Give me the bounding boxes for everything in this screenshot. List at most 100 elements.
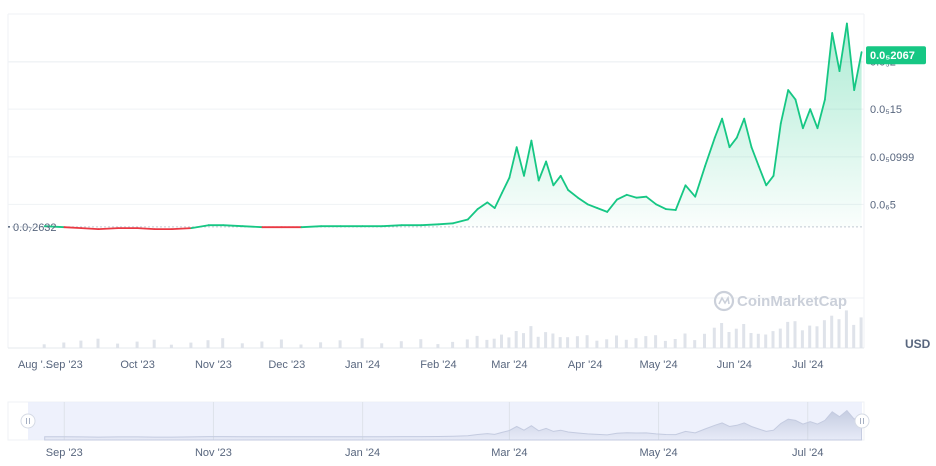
price-line-segment	[809, 108, 819, 130]
volume-bar	[380, 343, 384, 348]
baseline-label: 0.0₇2632	[13, 222, 57, 234]
volume-bar	[42, 344, 46, 348]
volume-bar	[734, 328, 738, 348]
price-line-segment	[831, 32, 841, 72]
x-tick-label: Dec '23	[268, 359, 305, 371]
volume-bar	[837, 319, 841, 348]
price-line-segment	[816, 98, 826, 130]
price-line-segment	[606, 198, 618, 213]
y-tick-label: 0.0₆5	[870, 199, 896, 211]
volume-bar	[566, 337, 570, 348]
range-navigator[interactable]	[7, 401, 870, 441]
volume-bar	[529, 326, 533, 348]
volume-bar	[169, 344, 173, 348]
currency-label: USD	[905, 337, 931, 351]
price-line-segment	[802, 108, 812, 130]
volume-bar	[475, 335, 479, 348]
navigator-grid	[63, 402, 809, 440]
x-tick-label: Mar '24	[491, 359, 527, 371]
x-tick-label: Feb '24	[420, 359, 456, 371]
current-price-text: 0.0₅2067	[870, 50, 915, 62]
volume-bar	[693, 340, 697, 348]
navigator-tick-label: May '24	[639, 447, 677, 459]
price-area	[44, 23, 862, 227]
price-line-segment	[728, 136, 738, 149]
volume-bar	[338, 340, 342, 348]
price-line-segment	[846, 22, 856, 91]
navigator-tick-label: Nov '23	[195, 447, 232, 459]
price-line-segment	[853, 51, 863, 91]
volume-bar	[673, 339, 677, 348]
volume-bar	[720, 323, 724, 348]
watermark: CoinMarketCap	[713, 290, 847, 312]
price-line-segment	[420, 223, 440, 227]
volume-bar	[615, 335, 618, 348]
volume-bar	[522, 333, 525, 348]
volume-bar	[500, 334, 503, 348]
volume-bar	[764, 334, 768, 348]
volume-bar	[152, 339, 156, 348]
price-line-segment	[381, 224, 403, 228]
volume-bar	[544, 332, 548, 348]
price-line-segment	[80, 227, 100, 231]
volume-bar	[507, 337, 511, 348]
volume-bar	[558, 337, 562, 348]
x-tick-label: Jan '24	[345, 359, 380, 371]
x-tick-label: Apr '24	[568, 359, 603, 371]
volume-bar	[436, 344, 440, 348]
coinmarketcap-logo-mark	[718, 295, 730, 305]
price-line-segment	[616, 193, 628, 201]
price-line-segment	[552, 174, 562, 187]
volume-bar	[240, 343, 244, 348]
navigator-tick-label: Jul '24	[792, 447, 823, 459]
volume-bar	[79, 340, 83, 348]
price-line-segment	[794, 98, 804, 130]
price-line-segment	[486, 201, 496, 210]
volume-bar	[605, 339, 609, 348]
price-line-segment	[493, 191, 503, 210]
price-line-segment	[713, 117, 723, 139]
price-line-segment	[300, 225, 323, 229]
volume-bar	[116, 343, 120, 348]
y-tick-label: 0.0₅0999	[870, 152, 914, 164]
price-line-segment	[559, 174, 569, 191]
price-line-segment	[645, 195, 657, 206]
price-line-segment	[694, 165, 706, 198]
x-axis: Aug '...Sep '23 Oct '23 Nov '23 Dec '23 Jan …	[18, 359, 824, 371]
navigator-tick-label: Mar '24	[491, 447, 527, 459]
price-line-segment	[684, 184, 697, 198]
price-line-segment	[750, 146, 760, 168]
volume-bar	[260, 341, 264, 348]
navigator-left-handle[interactable]	[20, 413, 36, 429]
price-line-segment	[63, 226, 83, 230]
volume-bar	[634, 338, 638, 348]
volume-bar	[742, 324, 746, 348]
volume-bar	[465, 339, 469, 348]
price-line-segment	[735, 117, 746, 139]
volume-bar	[749, 333, 753, 348]
volume-bar	[299, 344, 303, 348]
price-line-segment	[136, 227, 156, 231]
volume-bar	[830, 315, 834, 348]
volume-bar	[663, 340, 667, 348]
volume-bar	[62, 342, 66, 348]
volume-bar	[771, 331, 775, 348]
navigator-right-handle[interactable]	[854, 413, 870, 429]
volume-bar	[844, 310, 848, 348]
volume-bar	[822, 320, 826, 348]
price-line-segment	[765, 174, 775, 187]
current-price-badge: 0.0₅2067	[866, 46, 926, 65]
volume-bar	[399, 341, 403, 348]
volume-bar	[644, 336, 648, 348]
price-line-segment	[515, 146, 525, 177]
price-line-segment	[508, 146, 518, 179]
price-line-segment	[704, 136, 716, 168]
price-line-segment	[545, 160, 555, 187]
volume-bar	[585, 335, 589, 348]
x-tick-label: May '24	[639, 359, 677, 371]
price-line-segment	[537, 160, 547, 182]
volume-bar	[703, 333, 706, 348]
volume-bar	[727, 332, 731, 348]
